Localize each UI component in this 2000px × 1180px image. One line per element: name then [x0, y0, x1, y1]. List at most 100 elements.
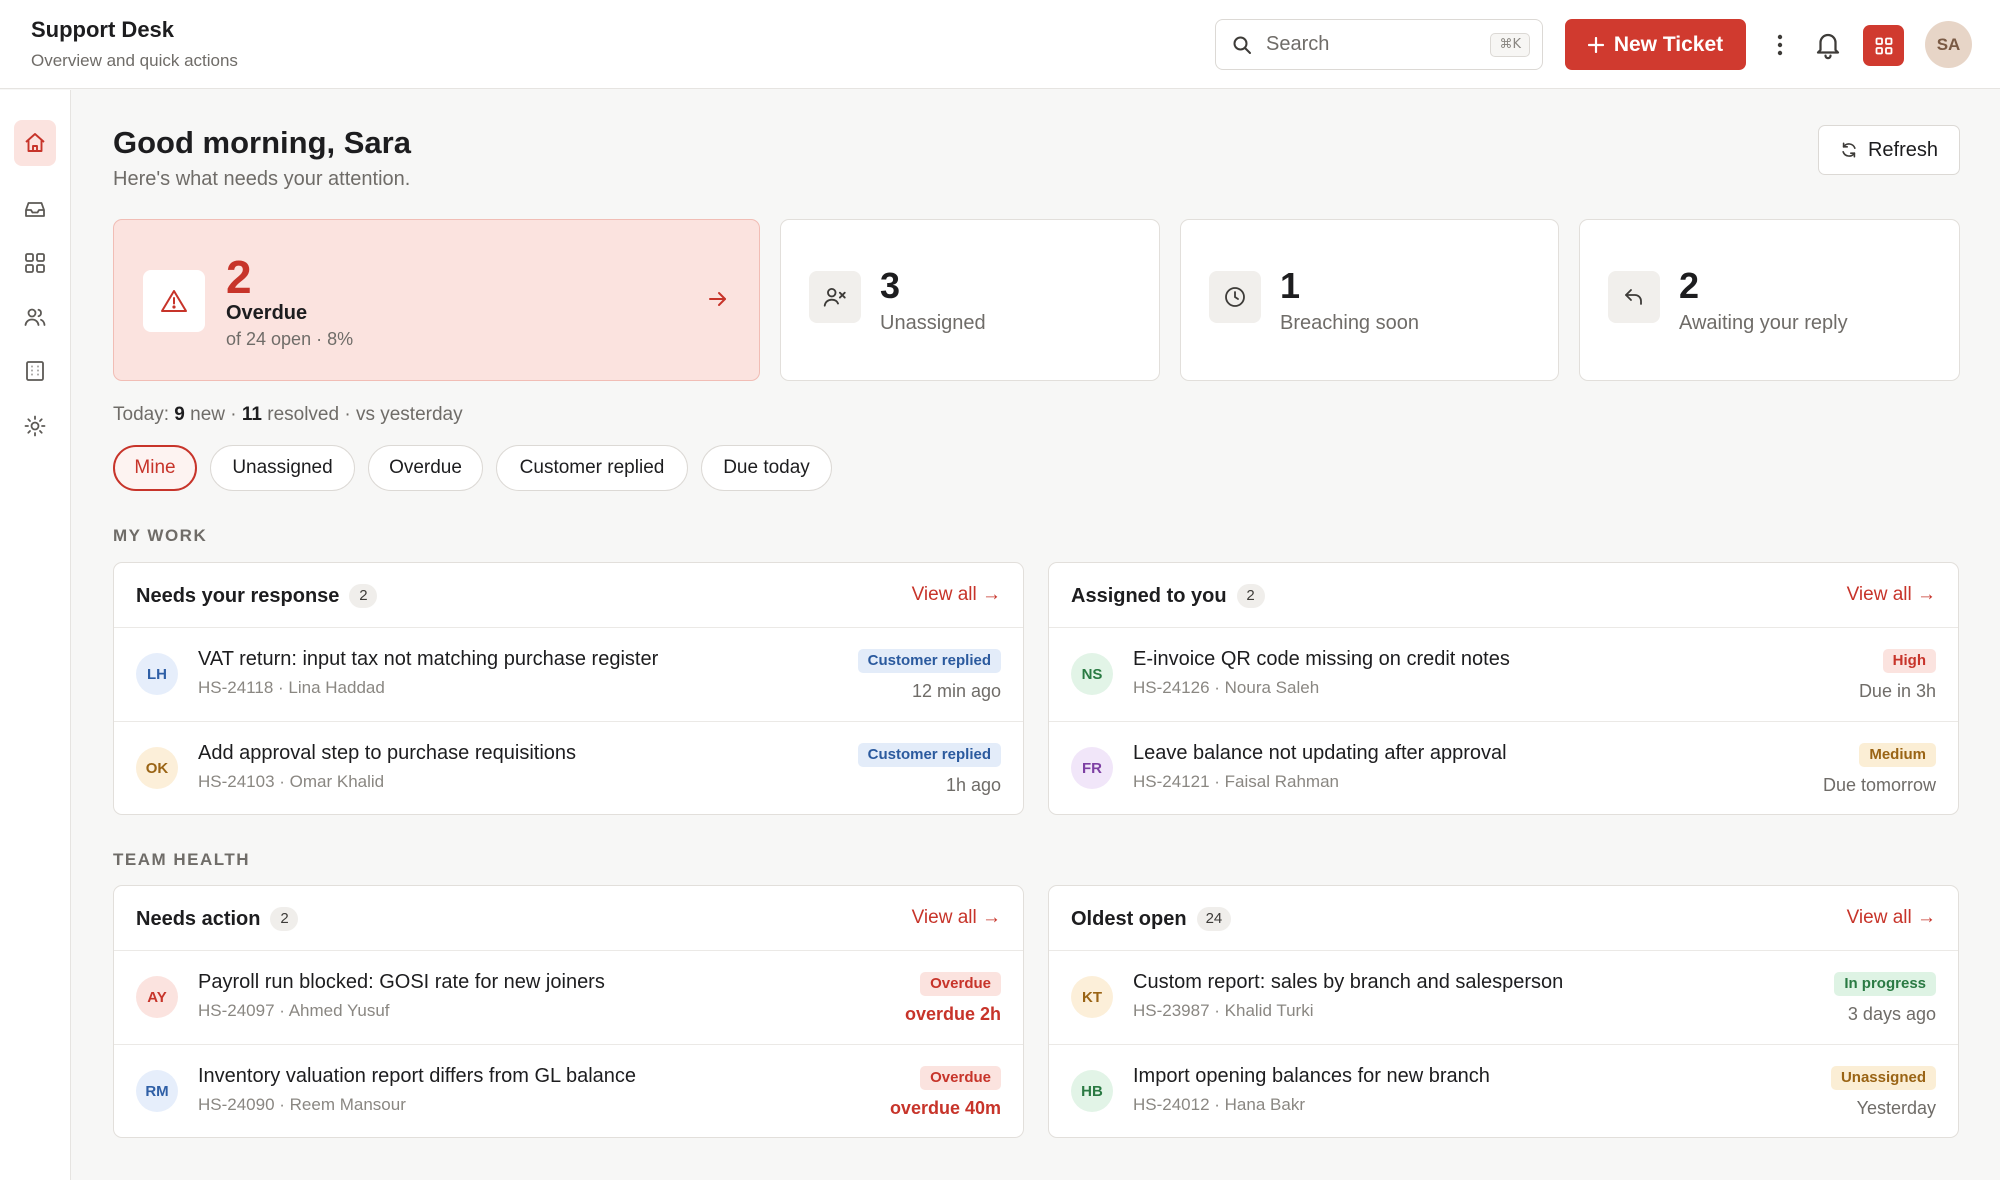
sidebar: [0, 90, 71, 1180]
priority-badge: Medium: [1859, 743, 1936, 767]
priority-badge: High: [1882, 649, 1936, 673]
refresh-icon: [1840, 141, 1858, 159]
app-subtitle: Overview and quick actions: [31, 51, 238, 70]
search-placeholder: Search: [1266, 33, 1330, 55]
sidebar-item-grid[interactable]: [14, 240, 56, 286]
status-badge: Overdue: [920, 1066, 1001, 1090]
avatar: AY: [136, 976, 178, 1018]
ticket-age: 3 days ago: [1847, 1004, 1936, 1024]
search-input[interactable]: Search ⌘K: [1215, 19, 1543, 70]
card-header: Needs action 2 View all →: [114, 886, 1023, 951]
users-icon: [23, 305, 47, 329]
sidebar-item-users[interactable]: [14, 294, 56, 340]
card-title-text: Oldest open: [1071, 908, 1187, 930]
count-badge: 24: [1196, 907, 1232, 931]
ticket-row[interactable]: AY Payroll run blocked: GOSI rate for ne…: [114, 951, 1023, 1045]
page-subtitle: Here's what needs your attention.: [113, 168, 411, 190]
ticket-meta: HS-24118 · Lina Haddad: [198, 678, 385, 697]
filter-chip-unassigned[interactable]: Unassigned: [210, 445, 355, 491]
ticket-meta: HS-24012 · Hana Bakr: [1133, 1095, 1305, 1114]
view-all-link[interactable]: View all →: [911, 584, 1001, 605]
ticket-meta: HS-23987 · Khalid Turki: [1133, 1001, 1314, 1020]
view-all-link[interactable]: View all →: [1846, 584, 1936, 605]
stat-overdue-label: Overdue: [226, 302, 308, 324]
clock-icon: [1209, 271, 1261, 323]
avatar: OK: [136, 747, 178, 789]
stat-unassigned-value: 3: [880, 265, 901, 306]
warning-triangle-icon: [143, 270, 205, 332]
sidebar-item-settings[interactable]: [14, 403, 56, 449]
arrow-right-icon: [707, 288, 729, 310]
card-title: Assigned to you 2: [1071, 584, 1265, 608]
stat-card-unassigned[interactable]: 3 Unassigned: [780, 219, 1160, 381]
view-all-link[interactable]: View all →: [911, 907, 1001, 928]
ticket-row[interactable]: FR Leave balance not updating after appr…: [1049, 722, 1958, 814]
search-shortcut: ⌘K: [1490, 33, 1530, 57]
stat-card-awaiting[interactable]: 2 Awaiting your reply: [1579, 219, 1960, 381]
status-badge: Overdue: [920, 972, 1001, 996]
filter-chip-due-today[interactable]: Due today: [701, 445, 832, 491]
ticket-row[interactable]: HB Import opening balances for new branc…: [1049, 1045, 1958, 1137]
status-badge: In progress: [1834, 972, 1936, 996]
ticket-meta: HS-24126 · Noura Saleh: [1133, 678, 1320, 697]
filter-chip-customer-replied[interactable]: Customer replied: [496, 445, 688, 491]
apps-grid-icon[interactable]: [1863, 25, 1904, 66]
ticket-title: E-invoice QR code missing on credit note…: [1133, 648, 1510, 670]
card-header: Needs your response 2 View all →: [114, 563, 1023, 628]
ticket-due: Due tomorrow: [1822, 775, 1936, 795]
building-icon: [24, 360, 46, 382]
stat-card-overdue[interactable]: 2 Overdue of 24 open · 8%: [113, 219, 760, 381]
home-icon: [23, 131, 47, 155]
ticket-title: Payroll run blocked: GOSI rate for new j…: [198, 971, 605, 993]
refresh-label: Refresh: [1867, 138, 1939, 161]
ticket-meta: HS-24121 · Faisal Rahman: [1133, 772, 1339, 791]
filter-chip-overdue[interactable]: Overdue: [368, 445, 483, 491]
card-title: Needs your response 2: [136, 584, 378, 608]
today-summary: Today: 9 new · 11 resolved · vs yesterda…: [113, 404, 463, 426]
avatar: FR: [1071, 747, 1113, 789]
ticket-overdue-time: overdue 2h: [904, 1004, 1001, 1024]
ticket-meta: HS-24090 · Reem Mansour: [198, 1095, 406, 1114]
new-ticket-label: New Ticket: [1613, 32, 1724, 56]
card-oldest-open: Oldest open 24 View all → KT Custom repor…: [1048, 885, 1959, 1138]
ticket-row[interactable]: OK Add approval step to purchase requisi…: [114, 722, 1023, 814]
ticket-row[interactable]: LH VAT return: input tax not matching pu…: [114, 628, 1023, 722]
ticket-title: Import opening balances for new branch: [1133, 1065, 1490, 1087]
ticket-row[interactable]: KT Custom report: sales by branch and sa…: [1049, 951, 1958, 1045]
card-header: Assigned to you 2 View all →: [1049, 563, 1958, 628]
today-resolved-label: resolved · vs yesterday: [267, 404, 463, 425]
user-avatar[interactable]: SA: [1925, 21, 1972, 68]
card-needs-action: Needs action 2 View all → AY Payroll run …: [113, 885, 1024, 1138]
reply-icon: [1608, 271, 1660, 323]
filter-chip-mine[interactable]: Mine: [113, 445, 197, 491]
stat-unassigned-label: Unassigned: [880, 312, 986, 334]
sidebar-item-inbox[interactable]: [14, 186, 56, 232]
app-title: Support Desk: [31, 17, 175, 42]
ticket-title: Custom report: sales by branch and sales…: [1133, 971, 1564, 993]
card-needs-response: Needs your response 2 View all → LH VAT r…: [113, 562, 1024, 815]
grid-icon: [24, 252, 46, 274]
bell-icon[interactable]: [1813, 30, 1843, 60]
stat-breaching-label: Breaching soon: [1280, 312, 1419, 334]
more-menu-icon[interactable]: [1768, 29, 1792, 61]
card-title-text: Needs action: [136, 908, 261, 930]
sidebar-item-reports[interactable]: [14, 348, 56, 394]
sidebar-item-home[interactable]: [14, 120, 56, 166]
ticket-title: Leave balance not updating after approva…: [1133, 742, 1507, 764]
status-badge: Unassigned: [1830, 1066, 1936, 1090]
avatar: KT: [1071, 976, 1113, 1018]
ticket-age: Yesterday: [1856, 1098, 1936, 1118]
view-all-link[interactable]: View all →: [1846, 907, 1936, 928]
ticket-row[interactable]: NS E-invoice QR code missing on credit n…: [1049, 628, 1958, 722]
stat-card-breaching[interactable]: 1 Breaching soon: [1180, 219, 1559, 381]
ticket-time: 1h ago: [945, 775, 1001, 795]
new-ticket-button[interactable]: New Ticket: [1565, 19, 1746, 70]
ticket-title: Add approval step to purchase requisitio…: [198, 742, 577, 764]
count-badge: 2: [1236, 584, 1265, 608]
status-badge: Customer replied: [857, 743, 1001, 767]
ticket-row[interactable]: RM Inventory valuation report differs fr…: [114, 1045, 1023, 1137]
today-prefix: Today:: [113, 404, 169, 425]
refresh-button[interactable]: Refresh: [1818, 125, 1960, 175]
plus-icon: [1587, 36, 1604, 53]
stat-overdue-meta: of 24 open · 8%: [226, 329, 354, 349]
